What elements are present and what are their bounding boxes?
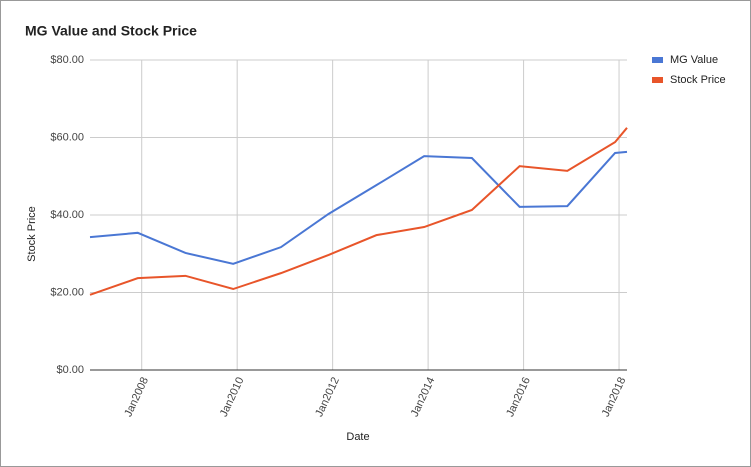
y-axis-label: Stock Price: [26, 206, 38, 262]
y-tick-label: $40.00: [50, 209, 84, 221]
legend-label: Stock Price: [670, 74, 726, 86]
series-line: [89, 127, 628, 296]
series-line: [89, 150, 628, 265]
chart-title: MG Value and Stock Price: [25, 23, 197, 39]
y-tick-label: $20.00: [50, 286, 84, 298]
legend-swatch: [652, 57, 663, 63]
x-axis-label: Date: [346, 431, 369, 443]
legend-swatch: [652, 77, 663, 83]
y-tick-label: $60.00: [50, 131, 84, 143]
y-tick-label: $0.00: [56, 364, 84, 376]
legend-label: MG Value: [670, 54, 718, 66]
y-tick-label: $80.00: [50, 54, 84, 66]
